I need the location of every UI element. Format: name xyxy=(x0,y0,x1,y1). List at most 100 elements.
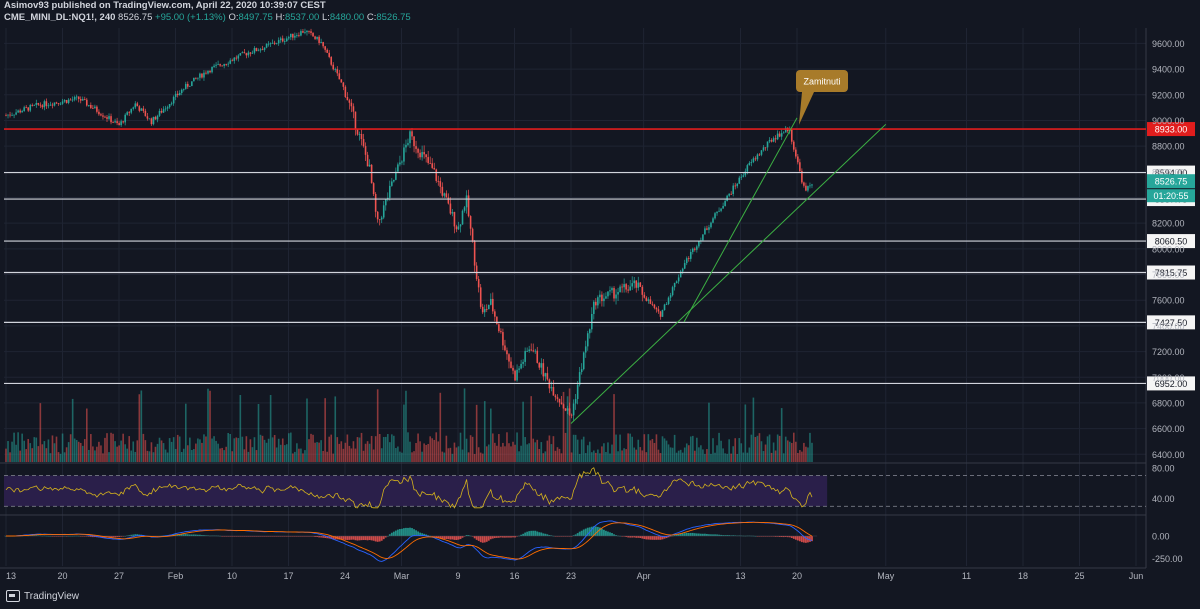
volume-bar xyxy=(73,438,76,462)
candle-body xyxy=(805,185,807,191)
candle-body xyxy=(762,147,765,151)
candle-body xyxy=(380,217,383,220)
volume-bar xyxy=(645,452,648,462)
candle-body xyxy=(25,107,27,109)
volume-bar xyxy=(504,446,506,462)
candle-body xyxy=(443,193,446,196)
macd-hist-bar xyxy=(718,534,720,536)
candle-body xyxy=(263,47,266,50)
time-axis-tick: Feb xyxy=(168,571,184,581)
candle-body xyxy=(360,134,363,140)
candle-body xyxy=(346,96,349,101)
macd-hist-bar xyxy=(407,527,409,536)
volume-bar xyxy=(784,436,787,462)
candle-body xyxy=(435,169,438,181)
macd-hist-bar xyxy=(401,528,403,536)
volume-bar xyxy=(425,444,427,462)
level-price-tag xyxy=(1147,122,1195,137)
candle-body xyxy=(726,195,728,201)
macd-hist-bar xyxy=(784,536,787,537)
volume-bar xyxy=(27,439,30,462)
volume-bar xyxy=(296,443,298,462)
candle-body xyxy=(211,66,213,73)
candle-body xyxy=(63,100,66,102)
volume-bar xyxy=(13,432,15,462)
volume-bar xyxy=(417,433,419,462)
time-axis-tick: Jun xyxy=(1129,571,1144,581)
candle-body xyxy=(782,132,785,134)
volume-bar xyxy=(780,408,783,462)
volume-bar xyxy=(793,432,795,462)
macd-hist-bar xyxy=(613,534,615,536)
volume-bar xyxy=(756,435,759,462)
volume-bar xyxy=(675,452,678,462)
candle-body xyxy=(607,291,609,297)
candle-body xyxy=(417,148,419,153)
macd-hist-bar xyxy=(578,531,581,536)
macd-hist-bar xyxy=(699,533,702,536)
volume-bar xyxy=(257,403,260,462)
candle-body xyxy=(609,290,611,292)
volume-bar xyxy=(586,445,589,462)
macd-hist-bar xyxy=(522,533,525,536)
volume-bar xyxy=(570,452,573,462)
macd-hist-bar xyxy=(493,536,496,539)
candle-body xyxy=(27,107,30,111)
candle-body xyxy=(362,139,365,147)
level-price-tag xyxy=(1147,234,1195,249)
volume-bar xyxy=(35,437,38,462)
macd-hist-bar xyxy=(425,534,428,536)
volume-bar xyxy=(619,434,621,462)
volume-bar xyxy=(144,440,147,462)
volume-bar xyxy=(803,442,805,462)
macd-axis-tick: -250.00 xyxy=(1152,554,1183,564)
candle-body xyxy=(807,186,809,191)
volume-bar xyxy=(706,449,708,462)
volume-bar xyxy=(397,446,399,462)
macd-hist-bar xyxy=(720,534,722,536)
volume-bar xyxy=(683,447,686,462)
volume-bar xyxy=(463,388,466,462)
macd-hist-bar xyxy=(390,532,393,536)
volume-bar xyxy=(83,439,86,462)
volume-bar xyxy=(215,440,217,462)
tradingview-footer[interactable]: TradingView xyxy=(6,590,79,602)
level-price-tag xyxy=(1147,376,1195,391)
candle-body xyxy=(681,268,684,272)
candle-body xyxy=(532,350,535,352)
symbol-name[interactable]: CME_MINI_DL:NQ1!, 240 xyxy=(4,12,116,23)
macd-hist-bar xyxy=(186,534,189,536)
candle-body xyxy=(437,180,440,182)
volume-bar xyxy=(423,443,425,462)
volume-bar xyxy=(490,408,492,462)
volume-bar xyxy=(700,445,702,462)
macd-hist-bar xyxy=(550,535,553,536)
macd-hist-bar xyxy=(508,536,510,538)
candle-body xyxy=(136,103,139,107)
candle-body xyxy=(77,96,80,100)
rsi-axis-tick: 80.00 xyxy=(1152,463,1175,473)
candle-body xyxy=(429,162,431,164)
level-price-label: 8594.00 xyxy=(1155,168,1188,178)
volume-bar xyxy=(75,440,78,462)
volume-bar xyxy=(277,438,280,462)
volume-bar xyxy=(447,448,450,462)
candle-body xyxy=(485,309,488,310)
candle-body xyxy=(530,349,532,351)
volume-bar xyxy=(663,438,666,462)
volume-bar xyxy=(292,453,294,462)
volume-bar xyxy=(285,444,288,462)
macd-hist-bar xyxy=(639,536,642,539)
volume-bar xyxy=(403,404,405,462)
macd-hist-bar xyxy=(433,536,436,537)
macd-hist-bar xyxy=(681,533,684,536)
macd-hist-bar xyxy=(467,535,470,536)
candle-body xyxy=(59,103,62,105)
candle-body xyxy=(449,203,452,214)
volume-bar xyxy=(219,448,221,462)
candle-body xyxy=(162,109,165,113)
macd-hist-bar xyxy=(378,536,381,542)
volume-bar xyxy=(148,451,151,462)
candle-body xyxy=(790,129,793,142)
